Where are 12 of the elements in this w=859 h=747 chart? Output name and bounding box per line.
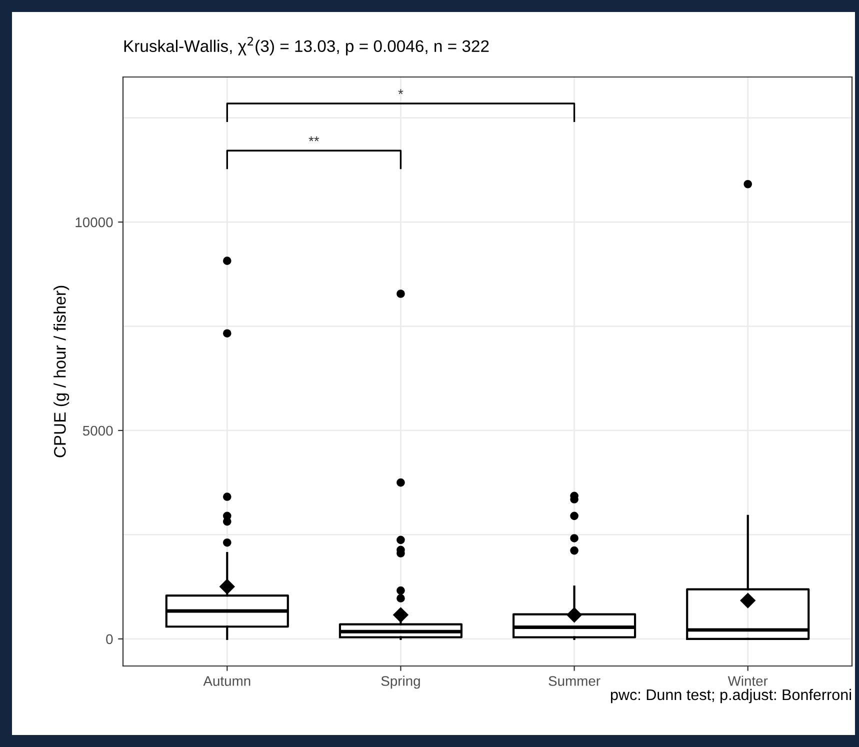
y-tick-label: 10000 [76, 217, 113, 228]
y-axis-title: CPUE (g / hour / fisher) [54, 286, 70, 458]
x-tick-label: Spring [381, 676, 420, 689]
annotation: * [398, 89, 404, 94]
x-tick-label: Winter [728, 676, 768, 686]
chart-title: Kruskal-Wallis, χ$^{2}$(3) = 13.03, p = 0.0046, n = 322 [124, 36, 489, 56]
x-tick-label: Autumn [203, 676, 250, 686]
text: pwc: Dunn test; p.adjust: Bonferroni [610, 688, 851, 704]
y-tick-label: 5000 [82, 426, 113, 436]
x-tick-label: Summer [548, 676, 600, 686]
y-tick-label: 0 [106, 634, 113, 644]
annotation: ** [308, 136, 320, 142]
